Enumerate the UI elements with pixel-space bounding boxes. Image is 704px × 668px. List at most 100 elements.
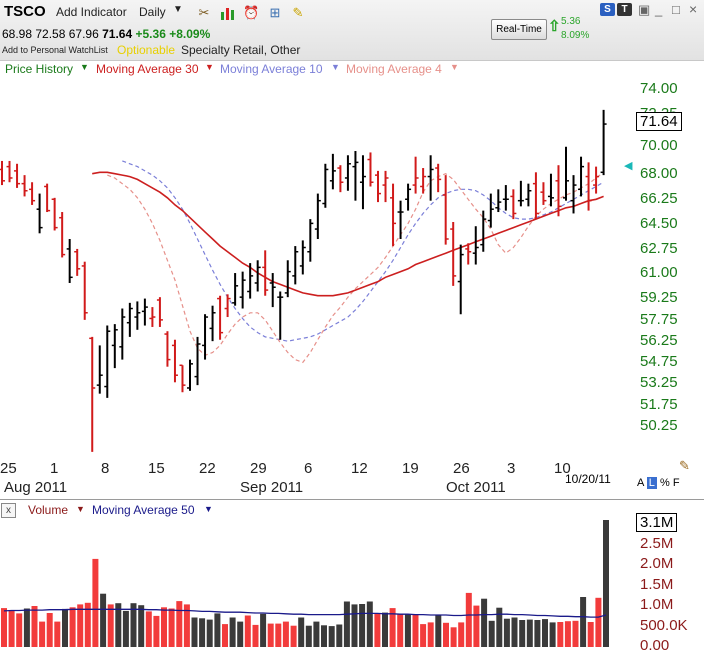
up-arrow-icon: ⇧ [548, 18, 561, 35]
volume-bar [412, 614, 419, 647]
ohlc-bar [14, 163, 21, 188]
grid-add-icon[interactable]: ⊞ [269, 5, 281, 20]
close-volume-icon[interactable]: x [1, 503, 16, 518]
ohlc-bar [36, 193, 43, 234]
volume-bar [374, 613, 381, 647]
ohlc-bar [495, 189, 502, 213]
price-chart[interactable] [0, 0, 704, 500]
ohlc-bar [344, 155, 351, 191]
chevron-down-icon[interactable]: ▼ [204, 504, 213, 514]
volume-bar [69, 607, 76, 647]
ohlc-bar [224, 294, 231, 318]
volume-bar [549, 622, 556, 647]
ohlc-bar [322, 163, 329, 208]
scale-l-button[interactable]: L [646, 477, 657, 489]
tools-icon[interactable]: ✂ [198, 5, 210, 20]
pencil-icon[interactable]: ✎ [679, 458, 690, 473]
add-indicator-button[interactable]: Add Indicator [56, 5, 127, 19]
volume-bar [389, 608, 396, 647]
volume-bar [199, 618, 206, 647]
price-tick-label: 66.25 [640, 190, 678, 207]
volume-bar [130, 603, 137, 647]
legend-ma10[interactable]: Moving Average 10 [220, 62, 323, 76]
volume-bar [77, 604, 84, 647]
period-select[interactable]: Daily [139, 5, 166, 19]
volume-bar [572, 620, 579, 647]
volume-bar [587, 622, 594, 647]
legend-volume[interactable]: Volume [28, 503, 69, 517]
volume-bar [313, 621, 320, 647]
chevron-down-icon[interactable]: ▼ [76, 504, 85, 514]
volume-bar [206, 619, 213, 647]
ohlc-bar [593, 166, 600, 194]
legend-ma4[interactable]: Moving Average 4 [346, 62, 442, 76]
realtime-button[interactable]: Real-Time [491, 19, 547, 40]
volume-bar [420, 624, 427, 647]
volume-bar [214, 613, 221, 647]
volume-bar [237, 621, 244, 647]
volume-bar [252, 624, 259, 647]
chevron-down-icon[interactable]: ▼ [80, 62, 89, 72]
scale-a-button[interactable]: A [637, 477, 644, 489]
close-icon[interactable]: × [689, 1, 698, 17]
high-value: 72.58 [35, 27, 66, 41]
scale-pct-button[interactable]: % [659, 477, 670, 489]
chart-type-icon[interactable] [220, 6, 236, 20]
volume-bar [290, 625, 297, 647]
legend-vol-ma50[interactable]: Moving Average 50 [92, 503, 195, 517]
volume-bar [526, 619, 533, 647]
price-tick-label: 74.00 [640, 80, 678, 97]
ohlc-bar [375, 170, 381, 203]
ohlc-bar [149, 307, 156, 327]
note-icon[interactable]: ✎ [292, 5, 304, 20]
ohlc-bar [397, 200, 404, 239]
ticker-symbol[interactable]: TSCO [4, 3, 46, 20]
add-watchlist-link[interactable]: Add to Personal WatchList [2, 45, 108, 55]
legend-price-history[interactable]: Price History [5, 62, 74, 76]
ohlc-bar [442, 175, 449, 245]
volume-tick-label: 1.5M [640, 576, 674, 593]
volume-tick-label: 500.0K [640, 617, 688, 634]
volume-bar [343, 601, 350, 647]
maximize-icon[interactable]: □ [672, 2, 680, 17]
s-button-icon[interactable]: S [600, 3, 615, 16]
chevron-down-icon[interactable]: ▼ [450, 62, 459, 72]
volume-bar [176, 601, 183, 647]
volume-bar [603, 520, 609, 647]
ohlc-bar [74, 248, 81, 276]
ohlc-bar [111, 324, 118, 369]
volume-bar [275, 623, 282, 647]
save-icon[interactable]: ▣ [638, 2, 651, 17]
volume-bar [16, 613, 23, 647]
toolbar [0, 0, 704, 61]
last-volume-box: 3.1M [636, 513, 678, 532]
volume-bar [122, 610, 129, 647]
change-pct-value: +8.09% [169, 27, 211, 41]
ohlc-bar [21, 175, 28, 197]
ohlc-bar [277, 291, 284, 340]
legend-ma30[interactable]: Moving Average 30 [96, 62, 199, 76]
chevron-down-icon[interactable]: ▼ [173, 4, 183, 15]
volume-tick-label: 2.5M [640, 535, 674, 552]
ma10-line [122, 160, 604, 342]
scale-f-button[interactable]: F [672, 477, 680, 489]
volume-bar [366, 601, 373, 647]
alarm-icon[interactable]: ⏰ [243, 5, 260, 20]
minimize-icon[interactable]: _ [655, 2, 663, 17]
ohlc-bar [450, 221, 457, 286]
ohlc-bar [525, 183, 532, 207]
ohlc-bar [209, 305, 216, 342]
ohlc-bar [352, 151, 359, 201]
volume-ma50-line [3, 608, 607, 618]
volume-bar [443, 622, 449, 647]
pane-divider[interactable] [0, 499, 704, 500]
t-button-icon[interactable]: T [617, 3, 632, 16]
date-tick-label: 8 [101, 460, 110, 477]
volume-bar [100, 593, 107, 647]
volume-bar [229, 617, 236, 647]
chevron-down-icon[interactable]: ▼ [331, 62, 340, 72]
date-tick-label: 22 [199, 460, 216, 477]
chevron-down-icon[interactable]: ▼ [205, 62, 214, 72]
ohlc-bar [563, 146, 569, 201]
